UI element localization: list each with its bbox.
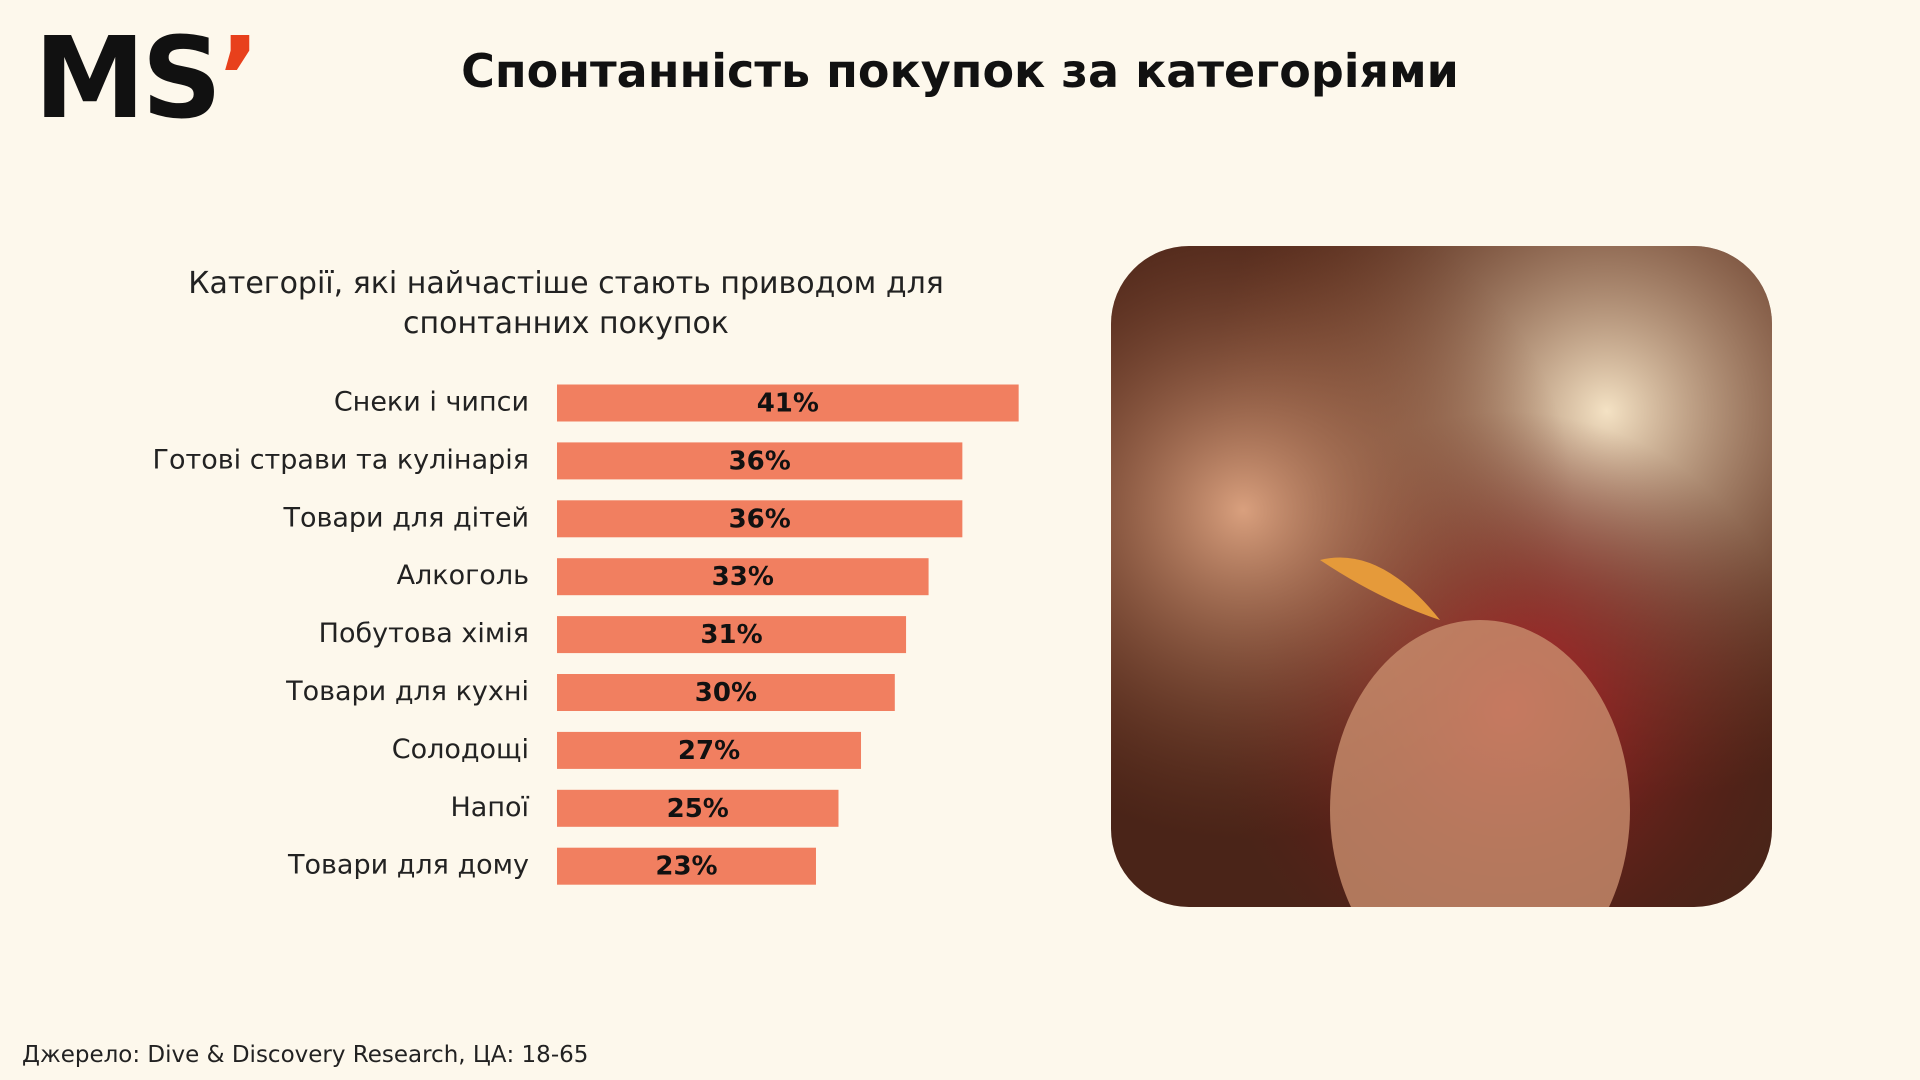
bar (557, 500, 963, 538)
bar (557, 847, 816, 885)
value-label: 41% (757, 389, 819, 419)
category-label: Товари для кухні (285, 676, 529, 707)
value-label: 36% (729, 446, 791, 476)
category-label: Товари для дітей (282, 502, 529, 533)
logo: MS’ (34, 14, 261, 144)
bar (557, 558, 929, 596)
value-label: 36% (729, 504, 791, 534)
category-label: Солодощі (392, 734, 529, 765)
bar (557, 384, 1019, 422)
slide-title: Спонтанність покупок за категоріями (461, 44, 1459, 98)
category-label: Готові страви та кулінарія (152, 444, 529, 475)
value-label: 25% (667, 794, 729, 824)
value-label: 31% (700, 620, 762, 650)
bar (557, 731, 862, 769)
category-label: Напої (450, 792, 529, 823)
logo-text: MS (34, 14, 222, 144)
value-label: 23% (655, 852, 717, 882)
category-label: Алкоголь (397, 560, 529, 591)
value-label: 27% (678, 736, 740, 766)
logo-mark: ’ (218, 14, 261, 144)
source-note: Джерело: Dive & Discovery Research, ЦА: … (22, 1042, 589, 1068)
bar (557, 674, 895, 711)
value-label: 33% (712, 562, 774, 592)
bar (557, 442, 963, 480)
bar (557, 789, 839, 827)
category-label: Товари для дому (287, 850, 529, 881)
value-label: 30% (695, 678, 757, 708)
bar (557, 616, 907, 654)
photo (1111, 246, 1772, 907)
chart-title: Категорії, які найчастіше стають приводо… (188, 266, 944, 341)
category-label: Побутова хімія (319, 618, 529, 649)
category-label: Снеки і чипси (334, 387, 529, 418)
